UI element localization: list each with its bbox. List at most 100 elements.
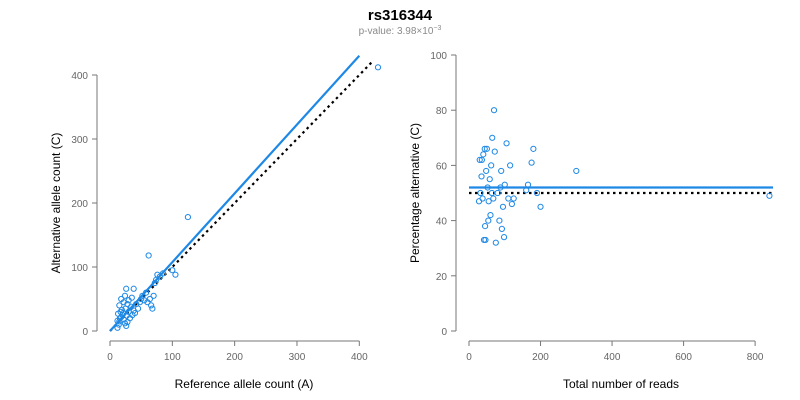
data-point: [498, 225, 506, 232]
data-point: [114, 324, 121, 331]
data-point: [123, 285, 130, 292]
x-tick-label: 400: [351, 352, 368, 363]
data-point: [478, 156, 485, 163]
data-point: [508, 200, 516, 208]
data-point: [123, 322, 130, 329]
data-point: [487, 211, 494, 219]
data-point: [121, 292, 129, 299]
data-point: [488, 189, 495, 197]
data-point: [145, 252, 152, 259]
left-panel-allele-counts: 0 100 200 300 400 0 100 200 300 400 Reference alle…: [49, 55, 382, 391]
x-tick-label: 0: [466, 352, 472, 363]
data-point: [481, 145, 488, 152]
data-point: [124, 301, 131, 308]
data-point: [149, 305, 156, 312]
data-point: [483, 145, 490, 152]
data-point: [533, 189, 541, 197]
data-point: [134, 305, 142, 312]
y-tick-label: 20: [436, 272, 448, 283]
data-point: [374, 64, 382, 71]
data-point: [523, 187, 530, 194]
data-point: [476, 156, 483, 163]
data-point: [118, 306, 125, 313]
data-point: [494, 189, 501, 197]
chart-title: rs316344: [368, 7, 433, 24]
data-point: [501, 181, 508, 188]
data-point: [489, 134, 496, 141]
data-point: [490, 195, 497, 202]
data-point: [184, 213, 192, 221]
data-point: [156, 273, 163, 280]
data-point: [143, 289, 150, 296]
data-point: [503, 140, 510, 147]
data-point: [169, 267, 176, 274]
y-tick-label: 200: [71, 199, 88, 210]
y-tick-label: 80: [436, 106, 448, 117]
fit-line: [109, 55, 361, 332]
data-point: [496, 217, 503, 224]
x-tick-label: 0: [107, 352, 113, 363]
data-point: [530, 145, 537, 152]
data-point: [482, 236, 489, 244]
data-point: [478, 173, 485, 180]
data-point: [510, 195, 517, 202]
data-point: [131, 309, 139, 317]
data-point: [524, 181, 532, 188]
x-tick-label: 100: [164, 352, 181, 363]
y-tick-label: 0: [441, 327, 447, 338]
data-point: [116, 302, 123, 309]
data-point: [500, 234, 508, 241]
y-tick-label: 0: [82, 327, 88, 338]
data-point: [484, 184, 491, 191]
data-point: [537, 203, 544, 210]
data-point: [150, 292, 157, 299]
y-tick-label: 100: [430, 51, 447, 62]
right-panel-percentage-alternative: 0 200 400 600 800 0 20 40 60 80 100 Total number of…: [408, 51, 773, 391]
data-point: [766, 192, 773, 199]
data-point: [492, 239, 499, 246]
subtitle-prefix: p-value: 3.98×10: [359, 26, 434, 37]
data-point: [475, 198, 483, 205]
data-point: [485, 198, 492, 205]
data-point: [172, 271, 179, 278]
x-axis-label: Total number of reads: [563, 377, 679, 391]
data-point: [488, 162, 495, 169]
data-point: [151, 279, 158, 287]
data-point: [477, 189, 484, 197]
data-point: [498, 167, 505, 175]
data-point: [507, 162, 514, 169]
data-point: [130, 285, 137, 292]
data-point: [115, 321, 122, 328]
x-axis-label: Reference allele count (A): [175, 377, 314, 391]
data-point: [486, 176, 493, 183]
data-point: [146, 295, 153, 303]
data-point: [491, 148, 498, 155]
x-tick-label: 800: [747, 352, 764, 363]
y-axis-label: Alternative allele count (C): [49, 133, 63, 274]
y-axis-label: Percentage alternative (C): [408, 123, 422, 263]
y-tick-label: 40: [436, 217, 448, 228]
data-point: [141, 297, 148, 304]
y-tick-label: 60: [436, 161, 448, 172]
x-tick-label: 200: [532, 352, 549, 363]
subtitle-exponent: −3: [433, 25, 441, 32]
data-point: [148, 302, 155, 309]
y-tick-label: 400: [71, 71, 88, 82]
data-point: [505, 195, 512, 202]
data-point: [483, 167, 490, 175]
y-tick-label: 100: [71, 263, 88, 274]
data-point: [159, 270, 167, 277]
y-tick-label: 300: [71, 135, 88, 146]
data-point: [497, 184, 504, 191]
data-point: [528, 159, 535, 166]
reference-line-dotted: [109, 61, 373, 332]
data-point: [481, 223, 489, 230]
data-point: [479, 195, 486, 202]
data-point: [114, 317, 121, 324]
x-tick-label: 300: [289, 352, 306, 363]
data-point: [573, 167, 580, 175]
chart-subtitle: p-value: 3.98×10−3: [359, 25, 442, 37]
data-point: [128, 294, 135, 301]
x-tick-label: 600: [675, 352, 692, 363]
